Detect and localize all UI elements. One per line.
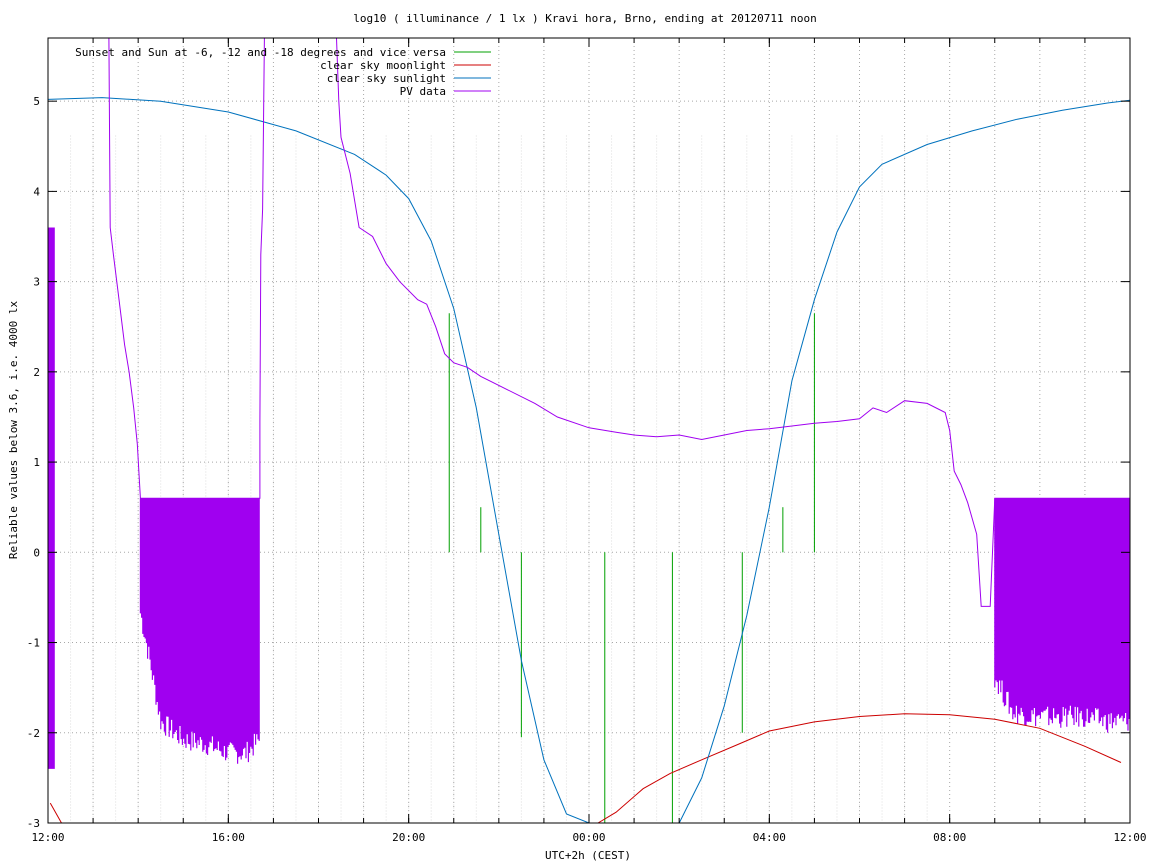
legend-label: PV data [400, 85, 446, 98]
x-tick-label: 16:00 [212, 831, 245, 844]
pv-noise-band [139, 498, 260, 764]
y-tick-label: 3 [33, 276, 40, 289]
legend-label: Sunset and Sun at -6, -12 and -18 degree… [75, 46, 446, 59]
x-tick-label: 00:00 [572, 831, 605, 844]
pv-spike [47, 227, 55, 769]
pv-noise-ticks [70, 135, 928, 823]
axis-ticks: -3 -2 -1 0 1 2 3 4 5 12:00 16:00 20:00 00:00 04:00 08:… [27, 38, 1147, 844]
legend: Sunset and Sun at -6, -12 and -18 degree… [75, 46, 491, 98]
series-line-3 [108, 37, 1131, 805]
y-tick-label: 4 [33, 185, 40, 198]
y-axis-label: Reliable values below 3.6, i.e. 4000 lx [7, 300, 20, 559]
chart-title: log10 ( illuminance / 1 lx ) Kravi hora,… [353, 12, 817, 25]
y-tick-label: -2 [27, 727, 40, 740]
series-line-1 [49, 713, 1122, 824]
series-layer [47, 37, 1131, 824]
x-tick-label: 08:00 [933, 831, 966, 844]
legend-label: clear sky sunlight [327, 72, 446, 85]
legend-label: clear sky moonlight [320, 59, 446, 72]
x-tick-label: 20:00 [392, 831, 425, 844]
x-tick-label: 12:00 [31, 831, 64, 844]
y-tick-label: 0 [33, 546, 40, 559]
x-tick-label: 04:00 [753, 831, 786, 844]
y-tick-label: 2 [33, 366, 40, 379]
y-tick-label: -1 [27, 637, 40, 650]
pv-noise-band [994, 498, 1130, 733]
y-tick-label: 1 [33, 456, 40, 469]
y-tick-label: -3 [27, 817, 40, 830]
x-axis-label: UTC+2h (CEST) [545, 849, 631, 862]
x-tick-label: 12:00 [1113, 831, 1146, 844]
y-tick-label: 5 [33, 95, 40, 108]
